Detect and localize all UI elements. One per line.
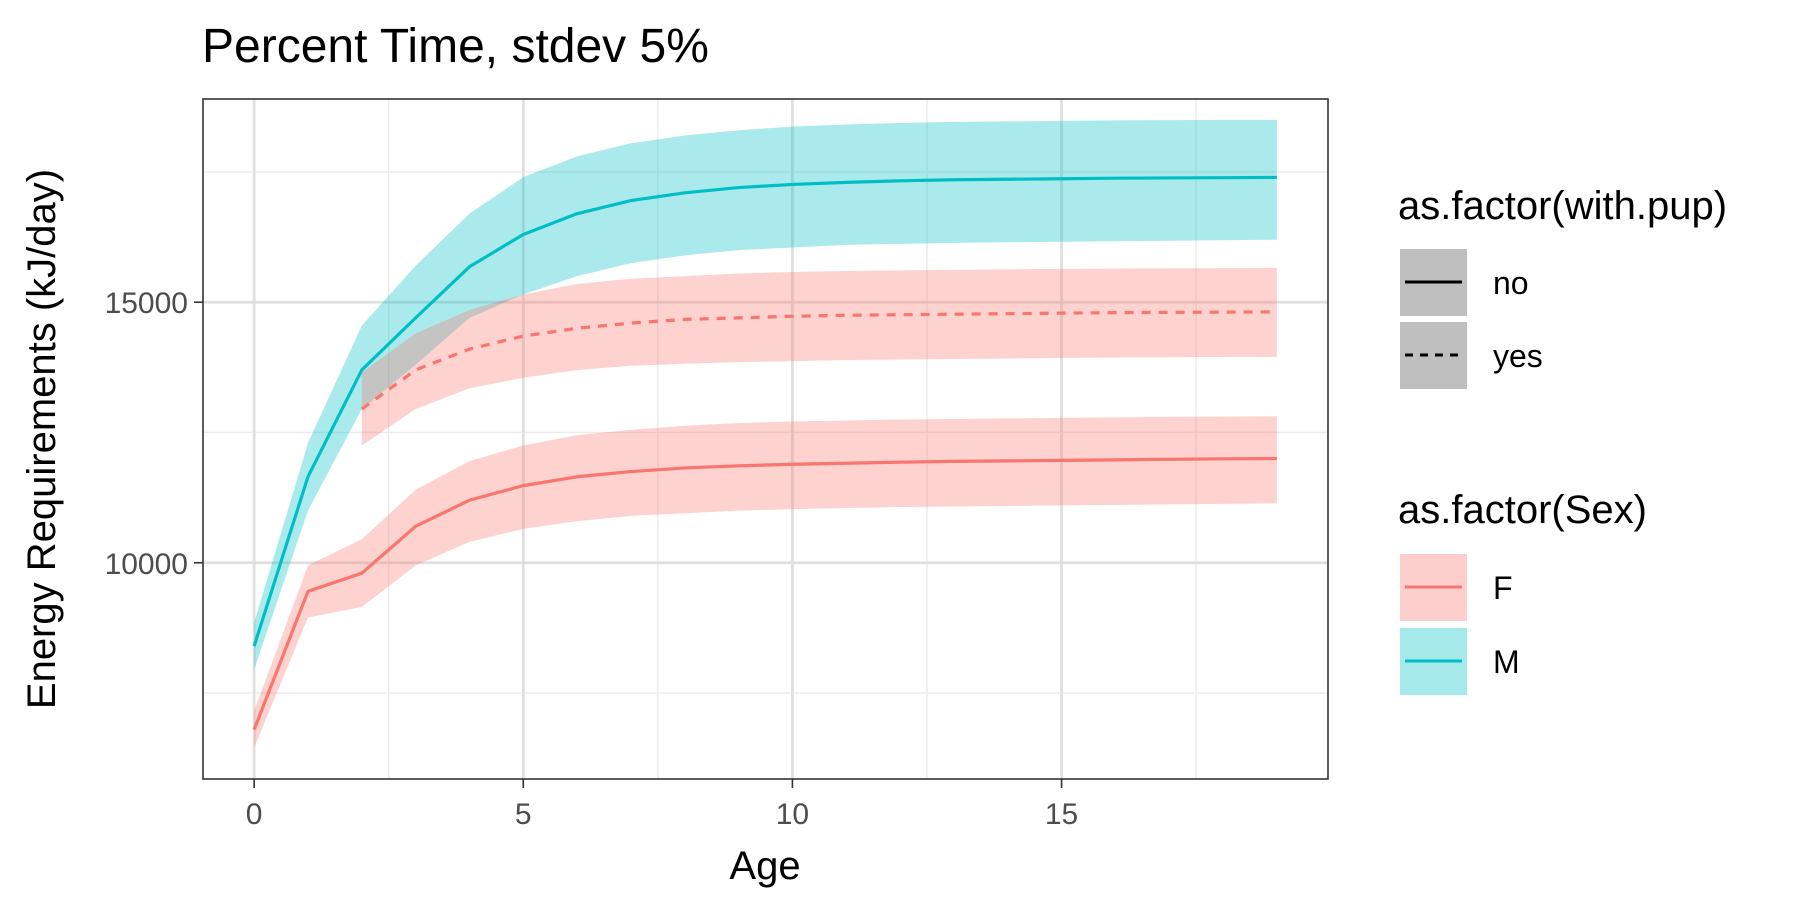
legend-item-f: F (1400, 554, 1513, 621)
x-tick-label: 15 (1045, 798, 1078, 831)
y-axis-title: Energy Requirements (kJ/day) (20, 169, 64, 709)
series-line-f-yes (360, 310, 1277, 411)
x-axis: 0 5 10 15 (246, 779, 1078, 831)
y-tick-label: 15000 (105, 287, 188, 320)
plot-background (203, 99, 1328, 779)
series-line-f-no (252, 456, 1277, 731)
legend-with-pup: as.factor(with.pup) no yes (1398, 184, 1727, 389)
legend-label-no: no (1493, 265, 1529, 301)
y-axis: 10000 15000 (105, 287, 203, 581)
legend-label-f: F (1493, 570, 1513, 606)
legend-item-yes: yes (1400, 322, 1543, 389)
legend-title-sex: as.factor(Sex) (1398, 488, 1647, 532)
plot-panel-border (202, 98, 1329, 780)
chart-title: Percent Time, stdev 5% (202, 20, 709, 73)
legend-title-with-pup: as.factor(with.pup) (1398, 184, 1727, 228)
line-layer (252, 175, 1277, 731)
legend-item-m: M (1400, 628, 1520, 695)
x-tick-label: 5 (515, 798, 532, 831)
ribbon-f-no (254, 416, 1277, 748)
ribbon-m-no (254, 119, 1277, 670)
x-axis-title: Age (729, 844, 800, 888)
x-tick-label: 0 (246, 798, 263, 831)
legend-label-yes: yes (1493, 338, 1543, 374)
legend-label-m: M (1493, 644, 1520, 680)
grid-layer (203, 99, 1328, 779)
x-tick-label: 10 (776, 798, 809, 831)
legend-item-no: no (1400, 249, 1529, 316)
y-tick-label: 10000 (105, 548, 188, 581)
series-line-m-no (252, 175, 1277, 647)
legend-sex: as.factor(Sex) F M (1398, 488, 1647, 695)
